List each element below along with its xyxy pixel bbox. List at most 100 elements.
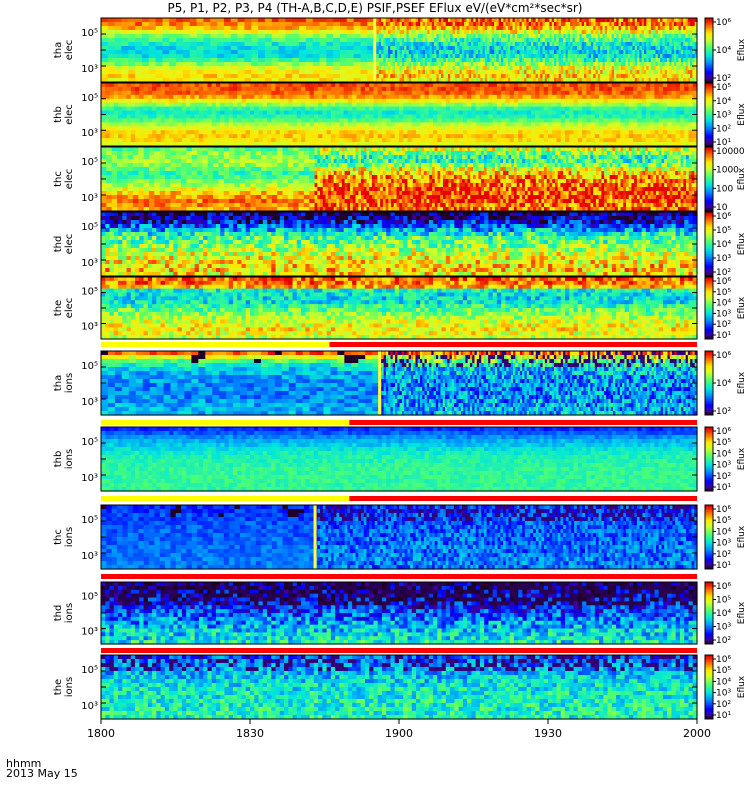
spectrogram-cell: [127, 115, 132, 120]
spectrogram-cell: [259, 122, 264, 127]
spectrogram-cell: [437, 138, 442, 143]
spectrogram-cell: [301, 118, 306, 123]
spectrogram-cell: [322, 99, 327, 104]
spectrogram-cell: [122, 122, 127, 127]
spectrogram-cell: [591, 122, 596, 127]
spectrogram-cell: [144, 122, 149, 127]
spectrogram-cell: [420, 138, 425, 143]
spectrogram-cell: [203, 30, 210, 35]
spectrogram-cell: [284, 115, 289, 120]
spectrogram-cell: [395, 118, 400, 123]
spectrogram-cell: [297, 134, 302, 139]
spectrogram-cell: [480, 91, 485, 96]
spectrogram-cell: [390, 83, 395, 88]
spectrogram-cell: [135, 34, 142, 39]
spectrogram-cell: [220, 115, 225, 120]
spectrogram-cell: [416, 122, 421, 127]
spectrogram-cell: [197, 42, 204, 47]
spectrogram-cell: [382, 134, 387, 139]
spectrogram-cell: [173, 115, 178, 120]
spectrogram-cell: [156, 118, 161, 123]
spectrogram-cell: [386, 130, 391, 135]
spectrogram-cell: [446, 115, 451, 120]
spectrogram-cell: [569, 111, 574, 116]
spectrogram-cell: [165, 118, 170, 123]
spectrogram-cell: [251, 54, 258, 59]
spectrogram-cell: [314, 107, 319, 112]
spectrogram-cell: [244, 62, 251, 67]
spectrogram-cell: [203, 22, 210, 27]
spectrogram-cell: [293, 111, 298, 116]
spectrogram-cell: [101, 122, 106, 127]
spectrogram-cell: [629, 91, 634, 96]
spectrogram-cell: [454, 138, 459, 143]
spectrogram-cell: [314, 122, 319, 127]
spectrogram-cell: [203, 103, 208, 108]
spectrogram-cell: [135, 22, 142, 27]
spectrogram-cell: [633, 118, 638, 123]
spectrogram-cell: [301, 87, 306, 92]
spectrogram-cell: [365, 107, 370, 112]
spectrogram-cell: [501, 122, 506, 127]
spectrogram-cell: [390, 95, 395, 100]
spectrogram-cell: [127, 126, 132, 131]
spectrogram-cell: [108, 70, 115, 75]
spectrogram-cell: [399, 83, 404, 88]
spectrogram-cell: [450, 103, 455, 108]
spectrogram-cell: [348, 122, 353, 127]
spectrogram-cell: [527, 95, 532, 100]
spectrogram-cell: [162, 46, 169, 51]
spectrogram-cell: [514, 130, 519, 135]
spectrogram-cell: [115, 66, 122, 71]
spectrogram-cell: [190, 66, 197, 71]
spectrogram-cell: [352, 99, 357, 104]
spectrogram-cell: [190, 62, 197, 67]
spectrogram-cell: [531, 83, 536, 88]
spectrogram-cell: [361, 138, 366, 143]
spectrogram-cell: [484, 95, 489, 100]
spectrogram-cell: [128, 54, 135, 59]
spectrogram-cell: [433, 138, 438, 143]
spectrogram-cell: [279, 22, 286, 27]
spectrogram-cell: [216, 111, 221, 116]
spectrogram-cell: [224, 134, 229, 139]
spectrogram-cell: [433, 103, 438, 108]
spectrogram-cell: [183, 26, 190, 31]
spectrogram-cell: [454, 87, 459, 92]
spectrogram-cell: [178, 87, 183, 92]
spectrogram-cell: [327, 95, 332, 100]
spectrogram-cell: [320, 22, 327, 27]
spectrogram-cell: [280, 138, 285, 143]
spectrogram-cell: [254, 118, 259, 123]
spectrogram-cell: [356, 138, 361, 143]
spectrogram-cell: [272, 30, 279, 35]
spectrogram-cell: [288, 134, 293, 139]
spectrogram-cell: [279, 30, 286, 35]
spectrogram-cell: [412, 87, 417, 92]
spectrogram-cell: [310, 87, 315, 92]
spectrogram-cell: [493, 99, 498, 104]
spectrogram-cell: [186, 138, 191, 143]
spectrogram-cell: [527, 111, 532, 116]
spectrogram-cell: [625, 95, 630, 100]
spectrogram-cell: [314, 118, 319, 123]
spectrogram-cell: [318, 95, 323, 100]
spectrogram-cell: [110, 107, 115, 112]
spectrogram-cell: [279, 70, 286, 75]
spectrogram-cell: [416, 87, 421, 92]
spectrogram-cell: [318, 111, 323, 116]
spectrogram-cell: [616, 118, 621, 123]
spectrogram-cell: [420, 111, 425, 116]
spectrogram-cell: [514, 95, 519, 100]
spectrogram-cell: [183, 38, 190, 43]
spectrogram-cell: [127, 95, 132, 100]
spectrogram-cell: [176, 18, 183, 23]
spectrogram-cell: [459, 115, 464, 120]
spectrogram-cell: [276, 99, 281, 104]
spectrogram-cell: [165, 138, 170, 143]
spectrogram-cell: [369, 118, 374, 123]
spectrogram-cell: [251, 42, 258, 47]
spectrogram-cell: [276, 115, 281, 120]
spectrogram-cell: [352, 130, 357, 135]
spectrogram-cell: [382, 87, 387, 92]
